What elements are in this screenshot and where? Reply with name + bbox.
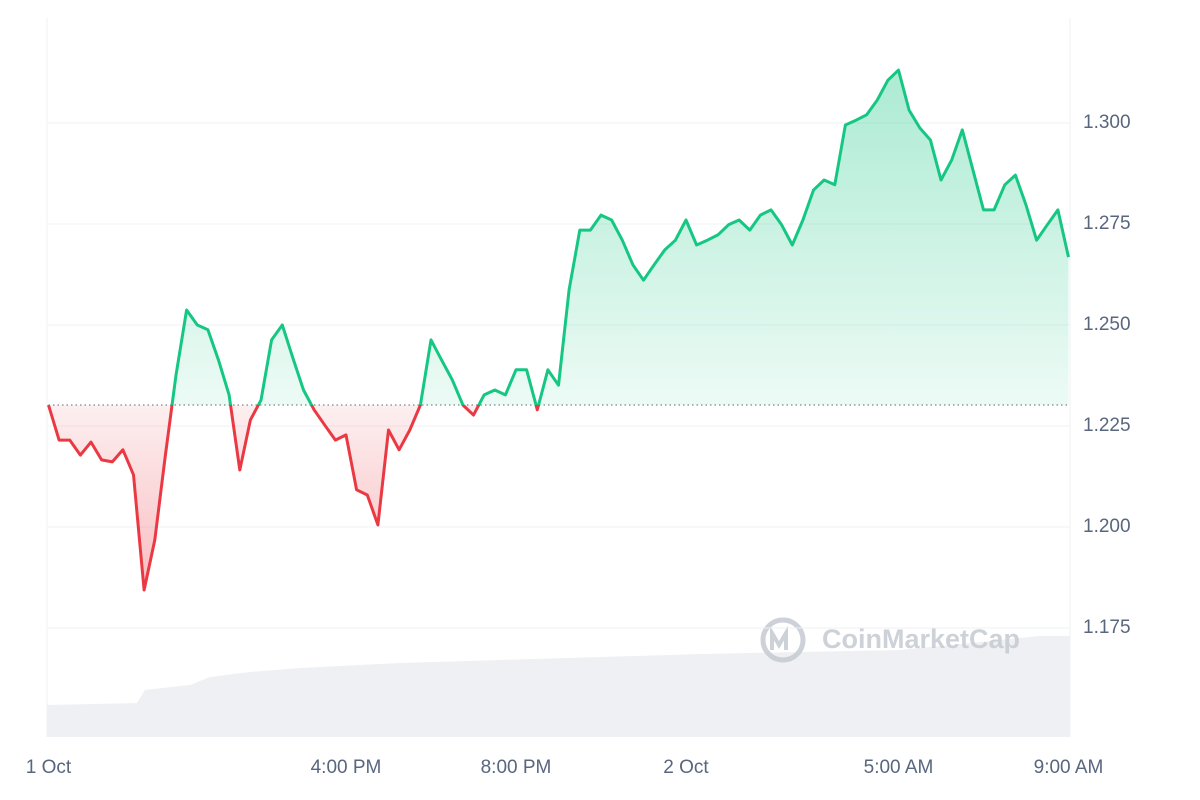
x-tick-label: 9:00 AM — [1034, 757, 1104, 778]
x-tick-label: 8:00 PM — [481, 757, 552, 778]
y-tick-label: 1.300 — [1083, 112, 1131, 133]
watermark-text: CoinMarketCap — [822, 624, 1020, 654]
x-tick-label: 1 Oct — [26, 757, 72, 778]
x-tick-label: 2 Oct — [663, 757, 709, 778]
watermark: CoinMarketCap — [760, 617, 1020, 663]
price-area — [48, 70, 1069, 591]
x-tick-label: 5:00 AM — [864, 757, 934, 778]
watermark-logo-mark — [770, 625, 788, 650]
y-tick-label: 1.250 — [1083, 314, 1131, 335]
y-tick-label: 1.225 — [1083, 415, 1131, 436]
watermark-logo — [760, 617, 806, 663]
price-line — [47, 68, 1070, 592]
volume-area — [47, 636, 1070, 737]
y-tick-label: 1.200 — [1083, 516, 1131, 537]
x-tick-label: 4:00 PM — [311, 757, 382, 778]
y-tick-label: 1.175 — [1083, 617, 1131, 638]
y-tick-label: 1.275 — [1083, 213, 1131, 234]
